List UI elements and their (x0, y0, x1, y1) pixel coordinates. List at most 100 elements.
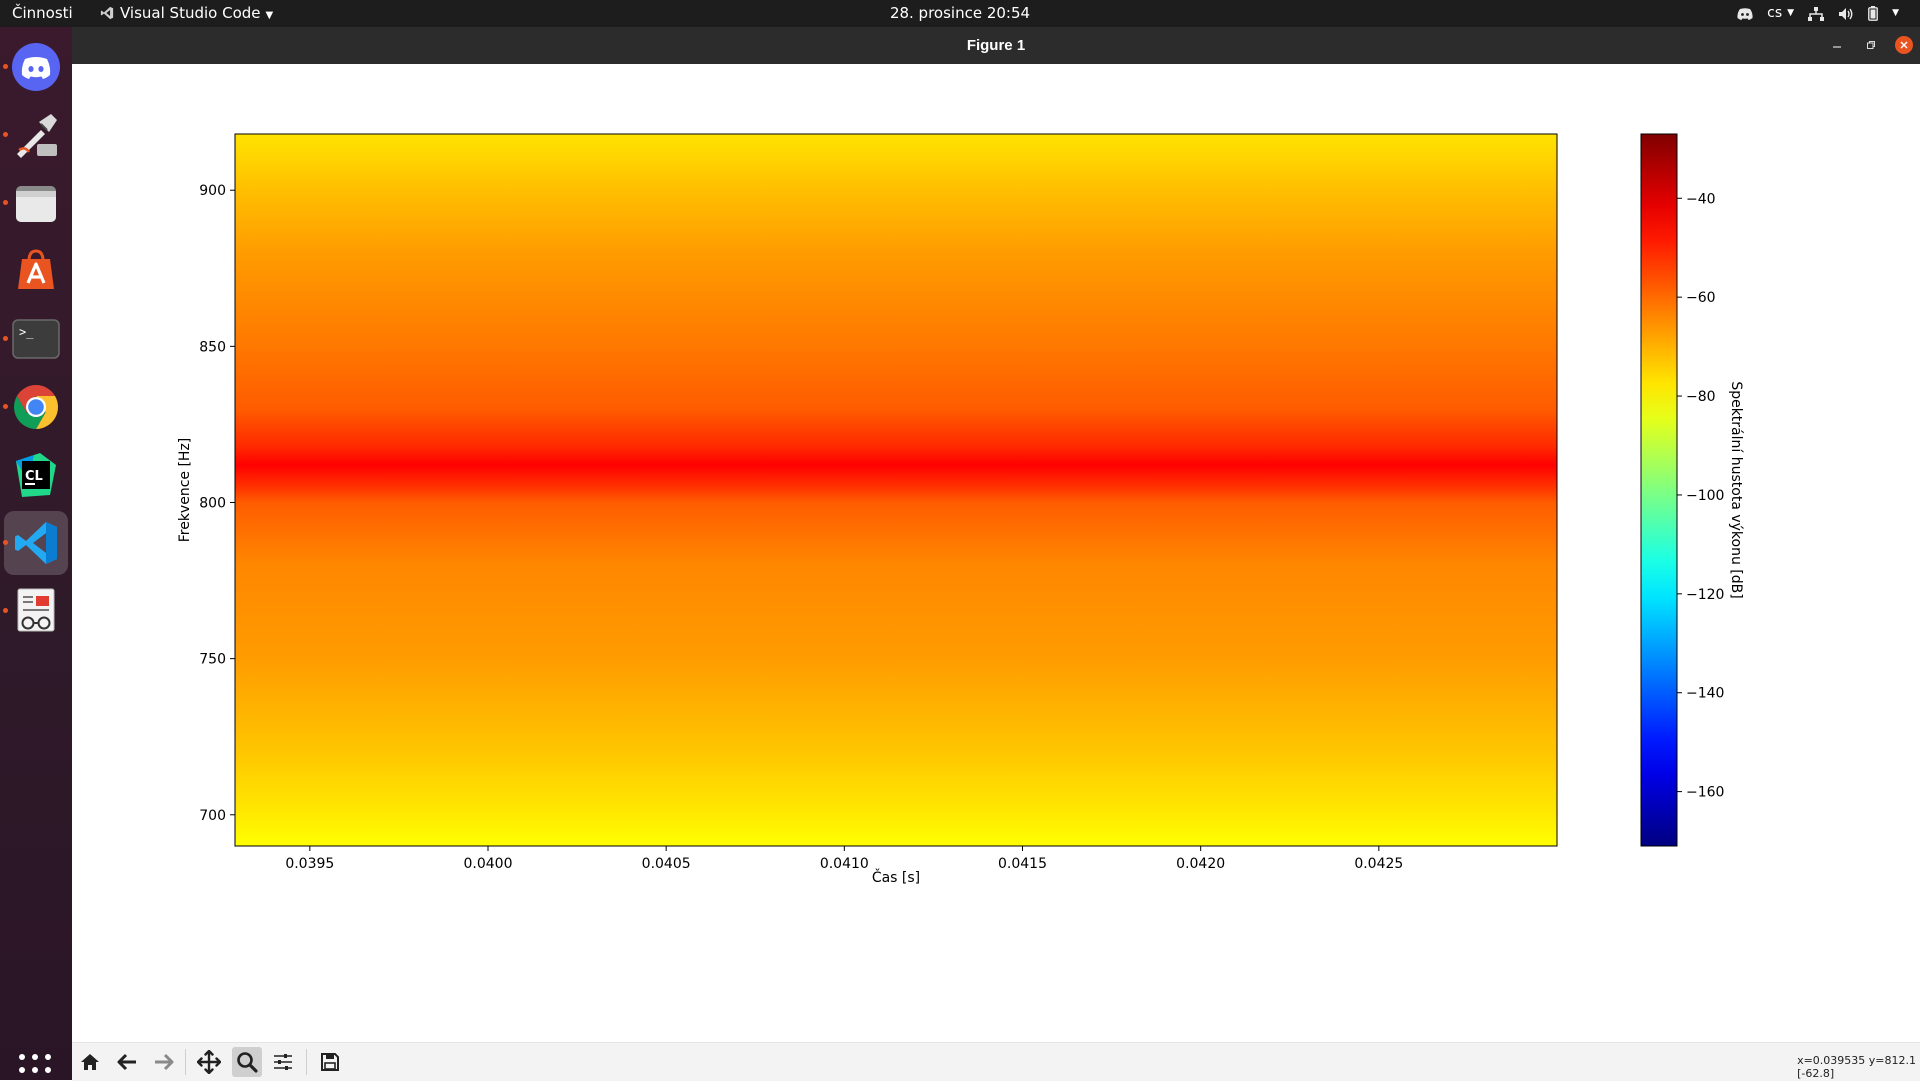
window-titlebar[interactable]: Figure 1 (72, 27, 1920, 64)
svg-text:CL: CL (25, 469, 43, 484)
y-tick-label: 800 (199, 495, 226, 511)
dock-item-ubuntu-software[interactable] (4, 239, 68, 303)
colorbar-tick-label: −80 (1686, 389, 1716, 405)
dock: >_ CL (0, 27, 72, 1086)
x-tick-label: 0.0410 (820, 856, 869, 872)
magnifier-icon (237, 1052, 258, 1073)
close-button[interactable] (1895, 36, 1913, 54)
toolbar-separator (306, 1049, 307, 1075)
x-tick-label: 0.0420 (1176, 856, 1225, 872)
colorbar-frame (1640, 133, 1678, 847)
colorbar[interactable] (1641, 134, 1677, 846)
discord-tray-icon[interactable] (1730, 0, 1760, 27)
battery-icon[interactable] (1861, 0, 1885, 27)
y-tick-label: 750 (199, 652, 226, 668)
colorbar-tick-label: −140 (1686, 686, 1724, 702)
x-axis-ticks: 0.0395 0.0400 0.0405 0.0410 0.0415 0.0420 0.04… (285, 846, 1403, 872)
colorbar-tick-label: −160 (1686, 785, 1724, 801)
svg-text:>_: >_ (19, 325, 34, 339)
spectrogram-plot[interactable]: 0.0395 0.0400 0.0405 0.0410 0.0415 0.0420 0.04… (72, 64, 1920, 1042)
y-tick-label: 900 (199, 183, 226, 199)
dock-item-files[interactable] (3, 171, 68, 235)
dock-item-discord[interactable] (3, 35, 68, 99)
top-bar: Činnosti Visual Studio Code ▼ 28. prosinc… (0, 0, 1920, 27)
language-label: cs (1767, 5, 1783, 21)
files-icon (16, 186, 56, 222)
back-button[interactable] (112, 1047, 142, 1077)
minimize-icon (1833, 46, 1841, 48)
input-language-menu[interactable]: cs ▼ (1760, 0, 1801, 27)
colorbar-tick-label: −100 (1686, 488, 1724, 504)
home-icon (81, 1054, 99, 1070)
dock-item-vscode[interactable] (3, 511, 68, 575)
dock-item-chrome[interactable] (3, 375, 68, 439)
chevron-down-icon: ▼ (265, 10, 274, 21)
app-menu[interactable]: Visual Studio Code ▼ (100, 0, 273, 27)
system-menu-chevron-icon[interactable]: ▼ (1892, 8, 1899, 18)
toolbar-separator (185, 1049, 186, 1075)
network-icon[interactable] (1801, 0, 1831, 27)
x-tick-label: 0.0415 (998, 856, 1047, 872)
heatmap-image[interactable] (235, 134, 1557, 846)
show-applications-icon[interactable] (17, 1052, 53, 1088)
document-viewer-icon (17, 588, 55, 632)
chrome-icon (14, 385, 58, 429)
colorbar-ticks: −40 −60 −80 −100 −120 −140 −160 (1677, 191, 1724, 801)
y-axis-ticks: 700 750 800 850 900 (199, 183, 235, 824)
zoom-button[interactable] (232, 1047, 262, 1077)
configure-subplots-button[interactable] (268, 1047, 298, 1077)
restore-icon (1867, 41, 1875, 49)
colorbar-label: Spektrální hustota výkonu [dB] (1728, 381, 1744, 598)
x-axis-label: Čas [s] (872, 868, 920, 886)
sliders-icon (274, 1054, 292, 1070)
discord-icon (12, 43, 60, 91)
axes-frame (234, 133, 1558, 847)
app-menu-label: Visual Studio Code (120, 4, 261, 22)
colorbar-tick-label: −40 (1686, 191, 1716, 207)
dock-item-clion[interactable]: CL (4, 443, 68, 507)
software-store-icon (18, 249, 54, 289)
figure-canvas[interactable]: 0.0395 0.0400 0.0405 0.0410 0.0415 0.0420 0.04… (72, 64, 1920, 1042)
cursor-coordinates: x=0.039535 y=812.1 [-62.8] (1797, 1054, 1916, 1080)
running-indicator (3, 404, 8, 409)
y-tick-label: 850 (199, 339, 226, 355)
dock-item-document-viewer[interactable] (3, 579, 68, 643)
home-button[interactable] (75, 1047, 105, 1077)
dock-item-inkscape[interactable] (3, 103, 68, 167)
chevron-down-icon: ▼ (1787, 8, 1795, 18)
x-tick-label: 0.0400 (463, 856, 512, 872)
running-indicator (3, 608, 8, 613)
vscode-small-icon (100, 6, 114, 20)
coordinates-value: [-62.8] (1797, 1067, 1835, 1080)
terminal-icon: >_ (12, 319, 60, 359)
volume-icon[interactable] (1831, 0, 1861, 27)
y-tick-label: 700 (199, 808, 226, 824)
system-tray: cs ▼ ▼ (1730, 0, 1906, 27)
minimize-button[interactable] (1828, 36, 1846, 54)
save-button[interactable] (315, 1047, 345, 1077)
clock-label[interactable]: 28. prosince 20:54 (889, 4, 1031, 22)
colorbar-tick-label: −60 (1686, 290, 1716, 306)
running-indicator (3, 132, 8, 137)
restore-button[interactable] (1862, 36, 1880, 54)
window-title: Figure 1 (966, 37, 1026, 54)
running-indicator (3, 336, 8, 341)
coordinates-xy: x=0.039535 y=812.1 (1797, 1054, 1916, 1067)
vscode-icon (15, 522, 57, 564)
colorbar-tick-label: −120 (1686, 587, 1724, 603)
dock-item-terminal[interactable]: >_ (3, 307, 68, 371)
running-indicator (3, 200, 8, 205)
arrow-right-icon (155, 1053, 174, 1071)
forward-button[interactable] (149, 1047, 179, 1077)
clock: 28. prosince 20:54 (0, 0, 1920, 27)
matplotlib-toolbar: x=0.039535 y=812.1 [-62.8] (72, 1042, 1920, 1081)
inkscape-icon (17, 114, 57, 158)
pan-button[interactable] (194, 1047, 224, 1077)
running-indicator (3, 64, 8, 69)
x-tick-label: 0.0395 (285, 856, 334, 872)
x-tick-label: 0.0425 (1354, 856, 1403, 872)
running-indicator (3, 540, 8, 545)
arrow-left-icon (117, 1053, 136, 1071)
activities-button[interactable]: Činnosti (12, 4, 73, 22)
move-icon (197, 1050, 221, 1074)
